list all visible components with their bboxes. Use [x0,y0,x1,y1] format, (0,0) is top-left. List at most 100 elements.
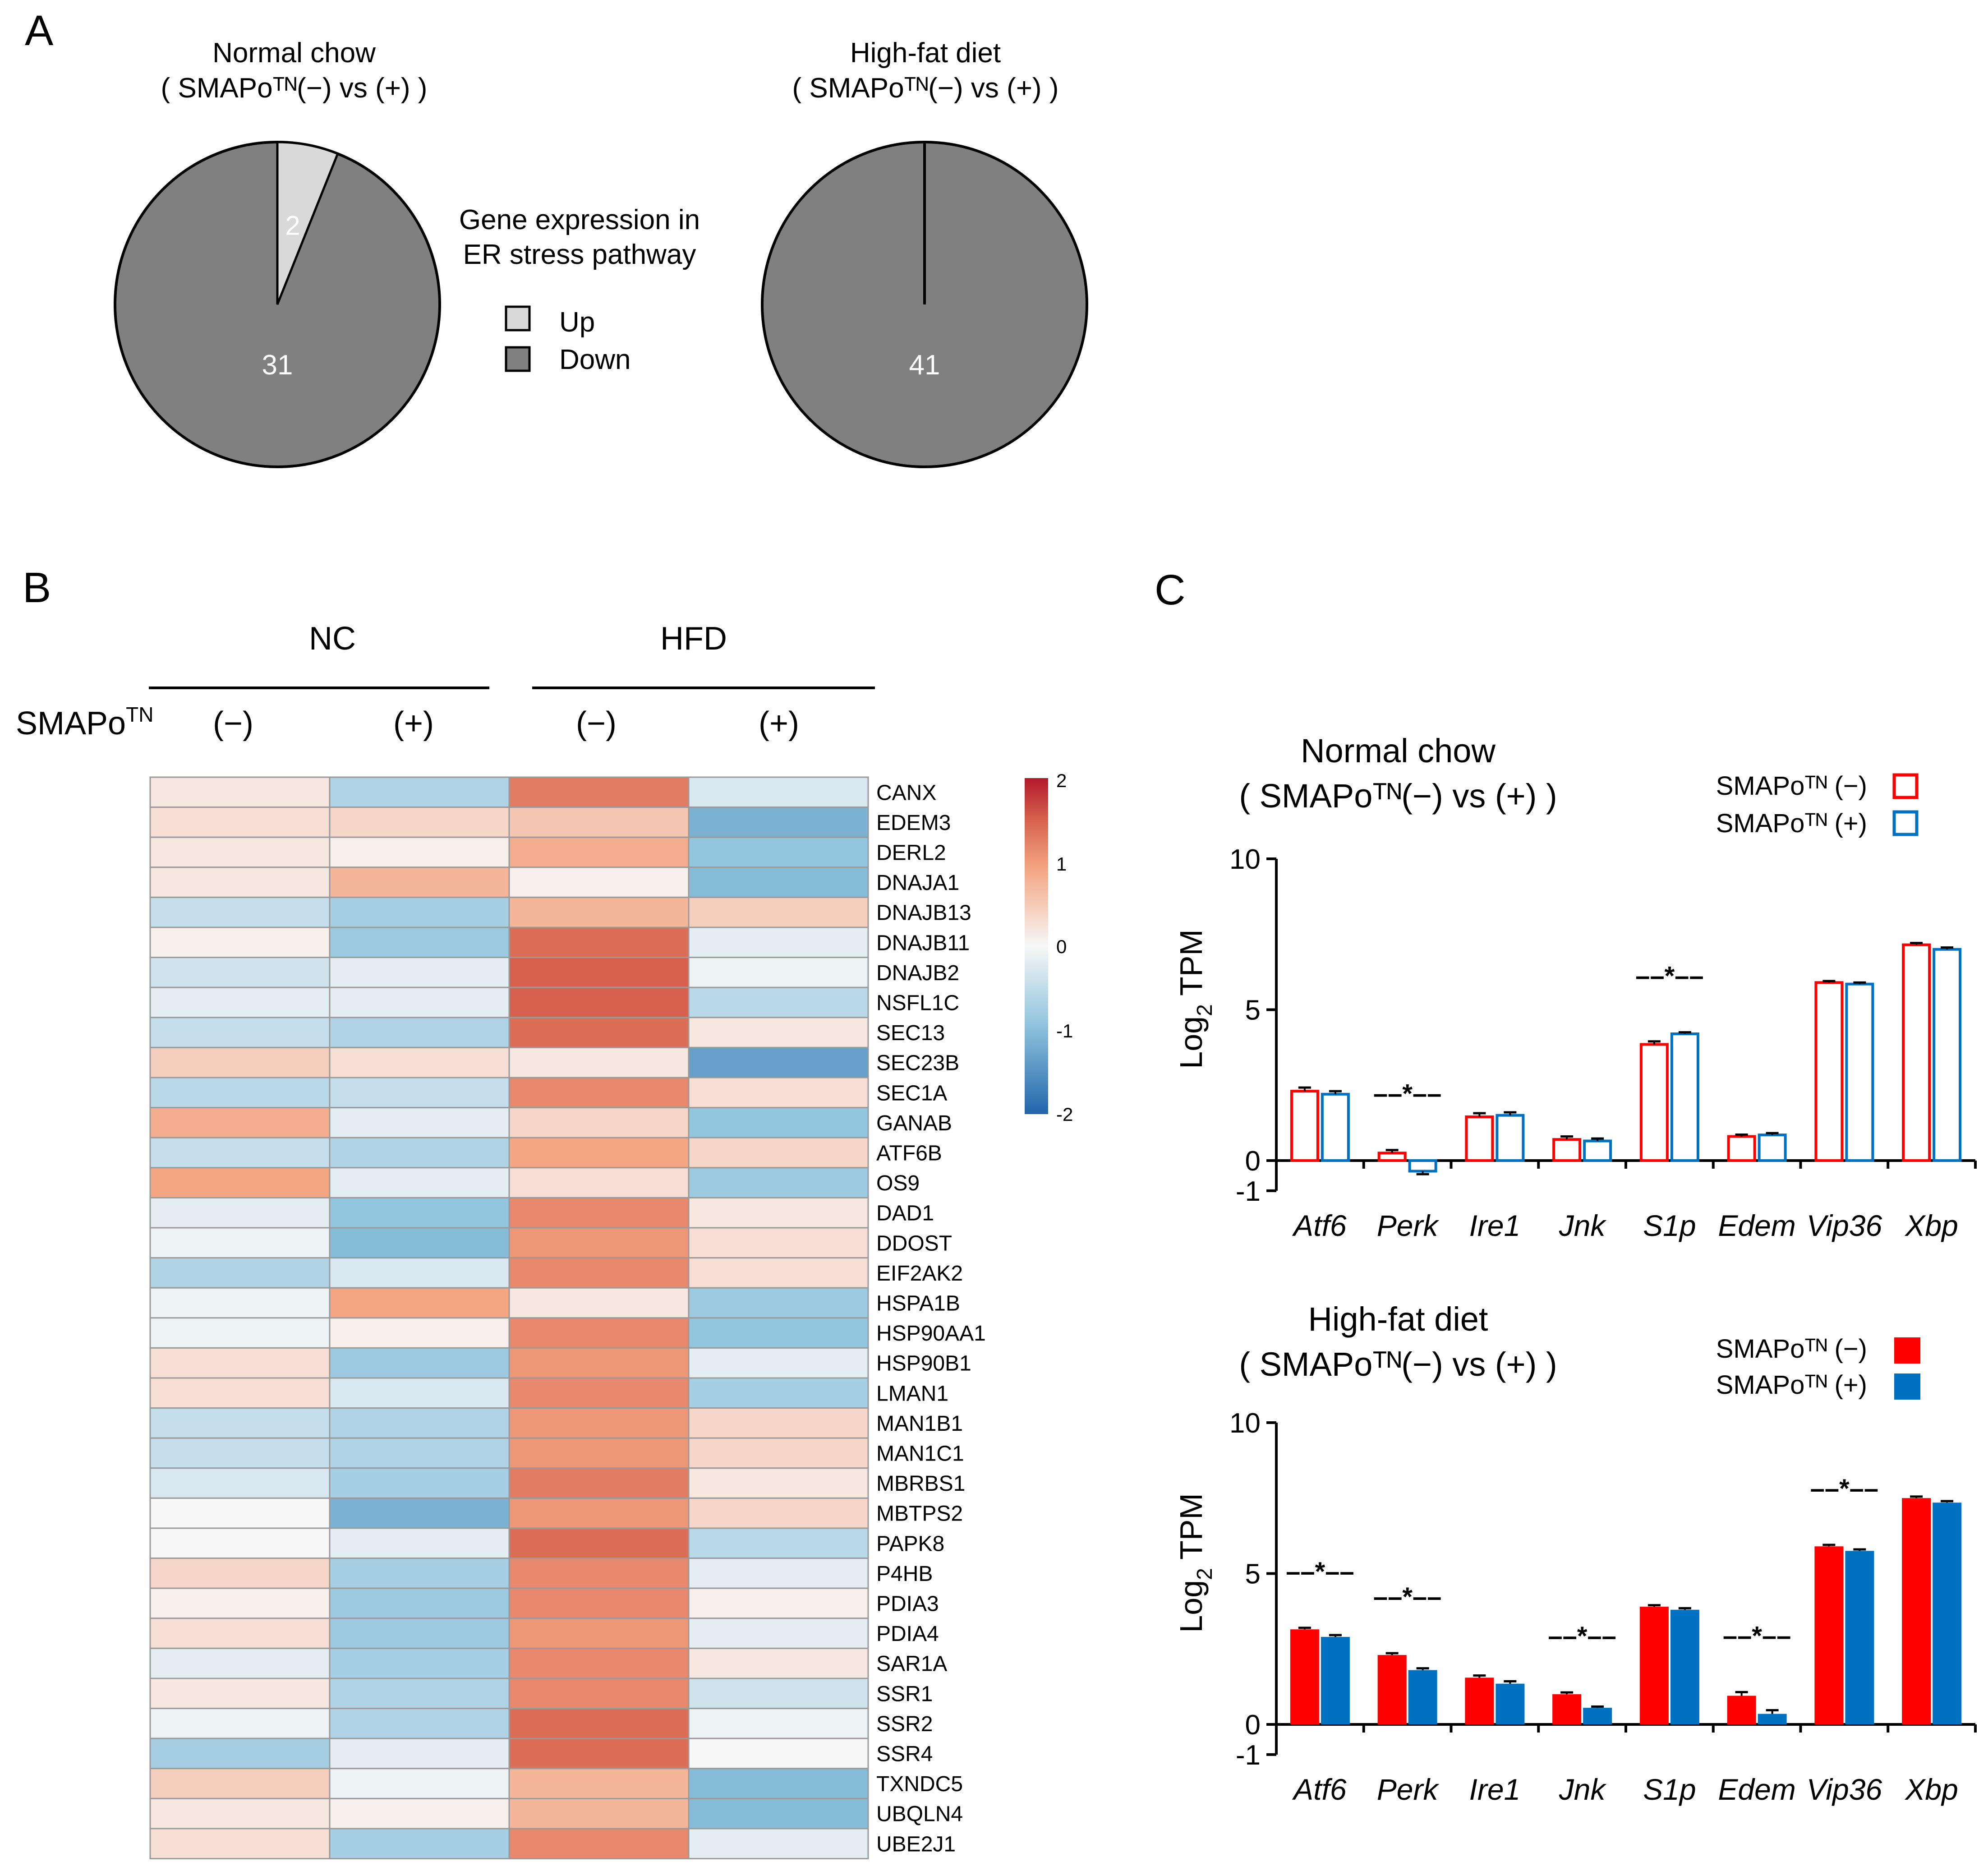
heatmap-cell [149,1558,331,1589]
heatmap-cell [329,926,510,959]
heatmap-cell [149,1107,331,1138]
heatmap-gene-label: MBRBS1 [876,1472,965,1496]
heatmap-cell [508,1437,690,1469]
significance-marker: ––*–– [1723,1621,1791,1650]
heatmap-cell [329,866,510,898]
bar-normal-chow: Normal chow ( SMAPoᵀᴺ(−) vs (+) ) SMAPoᵀ… [1173,732,1977,1242]
pie-high-fat-subtitle: ( SMAPoᵀᴺ(−) vs (+) ) [792,73,1059,104]
heatmap-cell [688,866,869,898]
x-category-label: S1p [1643,1773,1696,1806]
heatmap-cell [149,1467,331,1499]
bar [1845,982,1874,1162]
heatmap-cell [329,1377,510,1409]
heatmap-gene-label: PDIA3 [876,1592,939,1616]
pie-slice-down-label: 31 [262,350,293,381]
heatmap-gene-label: HSPA1B [876,1292,960,1316]
bar [1814,981,1844,1162]
heatmap-cell [688,1618,869,1649]
heatmap-colorbar: 2 1 0 -1 -2 [1025,770,1073,1125]
heatmap-gene-labels: CANX EDEM3 DERL2 DNAJA1 DNAJB13 DNAJB11 DNAJB2… [876,781,986,1856]
x-category-label: Jnk [1559,1773,1607,1806]
heatmap-cell [508,986,690,1018]
x-category-label: Edem [1718,1209,1795,1242]
heatmap-cell [329,1828,510,1860]
heatmap-cell [149,866,331,898]
heatmap-cell [329,1737,510,1770]
colorbar-tick-2: 2 [1056,770,1067,791]
bar-normal-chow-subtitle: ( SMAPoᵀᴺ(−) vs (+) ) [1239,777,1557,815]
heatmap-gene-label: EIF2AK2 [876,1262,963,1286]
y-tick-label: 10 [1229,1408,1261,1439]
bar [1377,1655,1407,1724]
legend-label-down: Down [559,344,631,375]
panel-label-c: C [1155,566,1186,614]
heatmap-cell [688,1046,869,1078]
heatmap-cell [508,1017,690,1048]
significance-marker: ––*–– [1373,1582,1442,1612]
heatmap-cell [329,896,510,928]
heatmap-header: NC HFD SMAPoTN (−) (+) (−) (+) [16,621,875,742]
bar [1496,1683,1525,1724]
heatmap-cell [329,1467,510,1499]
bar [1408,1159,1437,1173]
heatmap-group-nc: NC [309,621,356,657]
x-category-label: Ire1 [1469,1209,1521,1242]
heatmap-cell [149,1377,331,1409]
heatmap-cell [329,1077,510,1109]
heatmap-cell [508,1077,690,1109]
heatmap-cell [508,1377,690,1409]
heatmap-gene-label: DNAJB11 [876,931,970,955]
heatmap-cell [688,1527,869,1559]
bar-normal-chow-legend-pos: SMAPoᵀᴺ (+) [1716,809,1867,838]
significance-marker: ––*–– [1286,1557,1354,1586]
bar-normal-chow-legend-neg-swatch [1892,773,1919,799]
heatmap-cell [149,1137,331,1169]
pie-normal-chow-slices: 2 31 [114,141,441,468]
heatmap-cell [508,1558,690,1589]
heatmap-cell [149,1317,331,1349]
heatmap-cell [688,1407,869,1439]
x-category-label: Atf6 [1292,1773,1347,1806]
heatmap-cell [149,1197,331,1229]
y-tick-label: 10 [1229,844,1261,875]
heatmap-col-label-hfd-neg: (−) [576,705,617,742]
heatmap-cell [508,926,690,959]
heatmap-cell [149,1257,331,1289]
heatmap-cell [329,836,510,868]
heatmap-cell [149,986,331,1018]
heatmap-cell [149,1437,331,1469]
heatmap-cell [508,1317,690,1349]
heatmap-cell [688,1708,869,1739]
bar [1845,1551,1874,1724]
heatmap-cell [149,1797,331,1830]
heatmap-gene-label: TXNDC5 [876,1772,963,1796]
pie-slice-up-label: 2 [285,210,300,240]
heatmap-cell [688,1677,869,1710]
heatmap-cell [508,1287,690,1319]
heatmap-cell [149,1677,331,1710]
y-tick-label: 0 [1245,1146,1261,1177]
bar-normal-chow-title: Normal chow [1301,732,1496,770]
heatmap-cell [149,1287,331,1319]
heatmap-cell [508,1467,690,1499]
colorbar-tick-neg1: -1 [1056,1020,1073,1041]
heatmap-gene-label: SAR1A [876,1652,947,1676]
bar-high-fat-plot: 10 5 0-1 ––*–– Atf6 ––*–– Perk Ire1 ––*–– Jnk S1p –… [1229,1408,1977,1806]
x-category-label: Edem [1718,1773,1795,1806]
heatmap-cell [688,1828,869,1860]
x-category-label: Vip36 [1807,1209,1882,1242]
heatmap-cell [508,1497,690,1529]
y-tick-label: -1 [1236,1176,1261,1207]
heatmap-gene-label: HSP90AA1 [876,1322,986,1346]
bar [1670,1032,1699,1162]
heatmap-cell [508,1647,690,1679]
heatmap-cell [329,986,510,1018]
bar [1902,943,1931,1162]
y-tick-label: -1 [1236,1740,1261,1771]
x-category-label: Xbp [1904,1209,1958,1242]
heatmap-gene-label: ATF6B [876,1142,942,1166]
heatmap-cell [688,776,869,808]
heatmap-cell [688,836,869,868]
heatmap-cell [329,1257,510,1289]
x-category-label: Jnk [1559,1209,1607,1242]
